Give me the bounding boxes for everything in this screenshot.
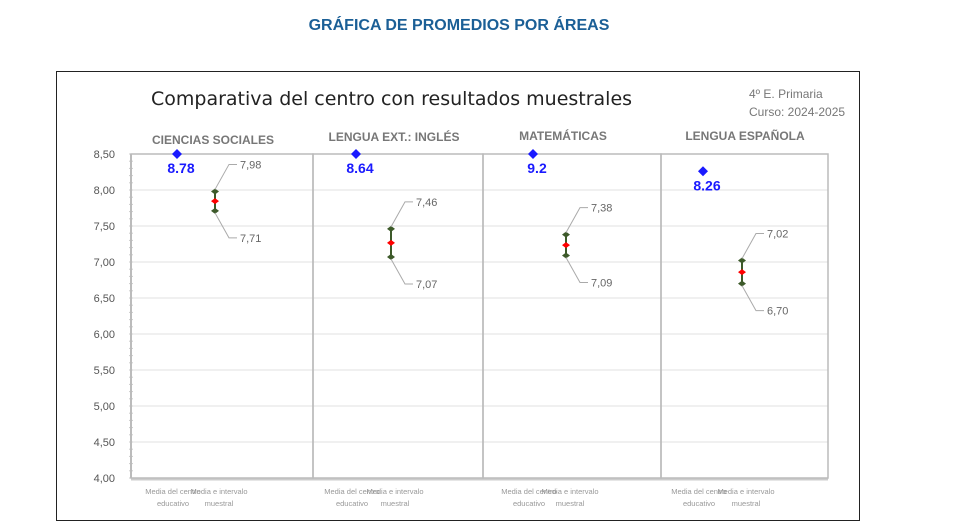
x-category-label: educativo	[157, 499, 189, 508]
x-category-label: Media del centro	[501, 487, 556, 496]
x-category-label: Media e intervalo	[541, 487, 598, 496]
panel-title: MATEMÁTICAS	[519, 128, 607, 143]
y-tick-label: 7,50	[94, 221, 115, 233]
high-value-label: 7,46	[416, 197, 437, 209]
panel-border	[130, 153, 314, 479]
centro-value-label: 8.64	[346, 160, 373, 176]
centro-value-label: 8.78	[167, 160, 194, 176]
mean-marker	[387, 239, 395, 246]
chart-title: Comparativa del centro con resultados mu…	[151, 88, 633, 110]
low-value-label: 6,70	[767, 306, 788, 318]
interval-high-marker	[211, 188, 219, 195]
x-category-label: Media del centro	[324, 487, 379, 496]
low-leader-line	[565, 257, 588, 284]
y-tick-label: 4,50	[94, 437, 115, 449]
y-tick-label: 6,00	[94, 329, 115, 341]
panel-title: LENGUA ESPAÑOLA	[685, 128, 805, 143]
chart-grade: 4º E. Primaria	[749, 87, 823, 101]
interval-high-marker	[387, 225, 395, 232]
panel-border	[660, 153, 829, 479]
x-category-label: Media del centro	[145, 487, 200, 496]
x-category-label: Media e intervalo	[190, 487, 247, 496]
y-tick-label: 8,00	[94, 185, 115, 197]
chart-frame	[56, 71, 860, 521]
centro-point	[172, 149, 182, 159]
panel-border	[482, 153, 662, 479]
low-leader-line	[214, 212, 237, 239]
high-leader-line	[214, 163, 237, 190]
interval-high-marker	[562, 231, 570, 238]
centro-point	[528, 149, 538, 159]
x-category-label: educativo	[513, 499, 545, 508]
mean-marker	[738, 269, 746, 276]
x-category-label: muestral	[556, 499, 585, 508]
interval-low-marker	[562, 252, 570, 259]
low-leader-line	[390, 258, 413, 285]
x-category-label: muestral	[732, 499, 761, 508]
panel-title: CIENCIAS SOCIALES	[152, 133, 274, 147]
x-category-label: educativo	[683, 499, 715, 508]
centro-point	[351, 149, 361, 159]
high-value-label: 7,98	[240, 159, 261, 171]
interval-high-marker	[738, 257, 746, 264]
y-tick-label: 4,00	[94, 473, 115, 485]
mean-marker	[211, 198, 219, 205]
x-category-label: muestral	[381, 499, 410, 508]
low-value-label: 7,71	[240, 233, 261, 245]
low-value-label: 7,09	[591, 278, 612, 290]
interval-low-marker	[387, 253, 395, 260]
low-value-label: 7,07	[416, 279, 437, 291]
low-leader-line	[741, 285, 764, 312]
x-category-label: muestral	[205, 499, 234, 508]
high-leader-line	[390, 201, 413, 228]
high-value-label: 7,02	[767, 229, 788, 241]
high-leader-line	[741, 233, 764, 259]
page-title: GRÁFICA DE PROMEDIOS POR ÁREAS	[308, 17, 610, 34]
panel-title: LENGUA EXT.: INGLÉS	[329, 129, 460, 144]
mean-marker	[562, 242, 570, 249]
x-category-label: Media del centro	[671, 487, 726, 496]
high-value-label: 7,38	[591, 203, 612, 215]
interval-low-marker	[738, 280, 746, 287]
centro-value-label: 9.2	[527, 160, 547, 176]
y-tick-label: 6,50	[94, 293, 115, 305]
y-tick-label: 5,50	[94, 365, 115, 377]
centro-value-label: 8.26	[693, 177, 720, 193]
y-tick-label: 5,00	[94, 401, 115, 413]
x-category-label: Media e intervalo	[717, 487, 774, 496]
chart-course: Curso: 2024-2025	[749, 105, 846, 119]
interval-low-marker	[211, 207, 219, 214]
panel-border	[312, 153, 484, 479]
centro-point	[698, 166, 708, 177]
x-category-label: Media e intervalo	[366, 487, 423, 496]
y-tick-label: 8,50	[94, 149, 115, 161]
x-category-label: educativo	[336, 499, 368, 508]
high-leader-line	[565, 207, 588, 233]
y-tick-label: 7,00	[94, 257, 115, 269]
